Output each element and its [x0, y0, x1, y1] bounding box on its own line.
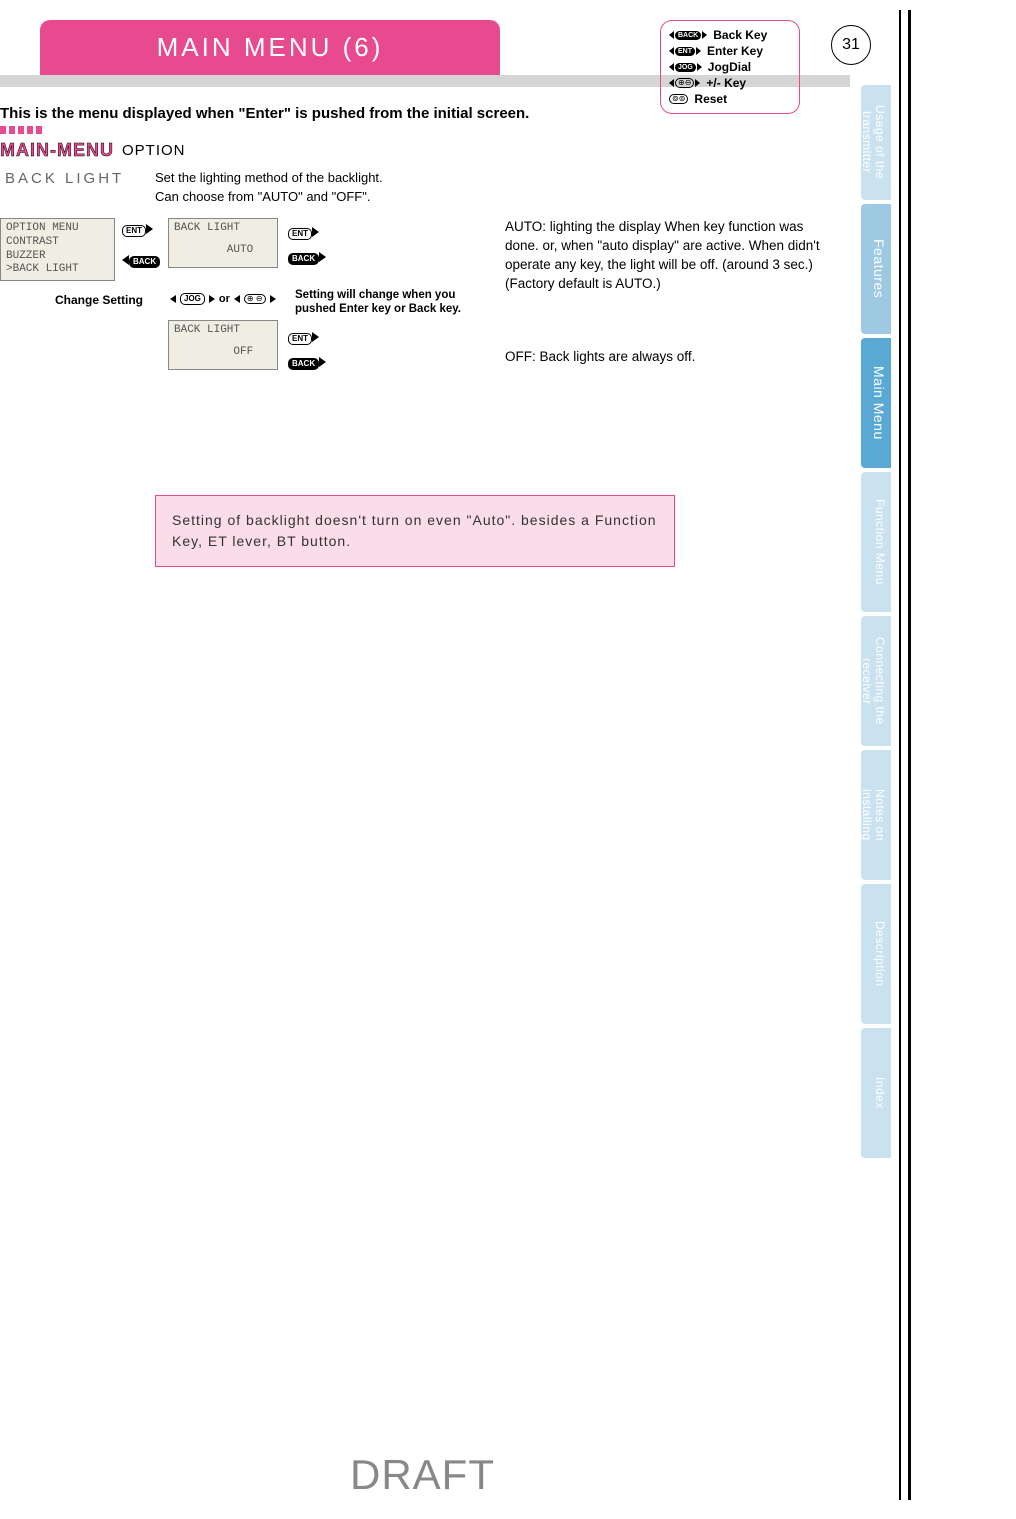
lcd-screen-off: BACK LIGHT OFF [168, 320, 278, 370]
change-setting-label: Change Setting [55, 293, 143, 307]
tab-notes[interactable]: Notes on installing [861, 750, 891, 880]
header-bar: MAIN MENU (6) [40, 20, 500, 75]
lcd-line: BUZZER [6, 250, 109, 264]
lcd-line: OPTION MENU [6, 222, 109, 236]
auto-p2: (Factory default is AUTO.) [505, 275, 825, 294]
enter-key-icon: ENT [669, 47, 701, 56]
lcd-line: OFF [174, 346, 272, 360]
legend-label: Reset [694, 92, 727, 106]
section-description: Set the lighting method of the backlight… [155, 170, 383, 208]
legend-row-back: BACK Back Key [669, 28, 791, 42]
lcd-line: BACK LIGHT [174, 222, 272, 236]
edge-line-thick [908, 10, 911, 1500]
tab-function-menu[interactable]: Function Menu [861, 472, 891, 612]
tab-description[interactable]: Description [861, 884, 891, 1024]
back-indicator: BACK [122, 251, 160, 268]
button-pair-3: ENT BACK [288, 328, 326, 370]
ent-indicator: ENT [122, 220, 160, 237]
lcd-screen-auto: BACK LIGHT AUTO [168, 218, 278, 268]
note-box: Setting of backlight doesn't turn on eve… [155, 495, 675, 567]
legend-label: Enter Key [707, 44, 763, 58]
draft-watermark: DRAFT [350, 1451, 495, 1499]
back-indicator: BACK [288, 248, 326, 265]
badge-stripes [0, 126, 45, 134]
desc-line-1: Set the lighting method of the backlight… [155, 170, 383, 185]
back-indicator: BACK [288, 353, 326, 370]
tab-main-menu[interactable]: Main Menu [861, 338, 891, 468]
tab-usage[interactable]: Usage of the transmitter [861, 85, 891, 200]
ent-indicator: ENT [288, 328, 326, 345]
lcd-line: CONTRAST [6, 236, 109, 250]
key-legend-box: BACK Back Key ENT Enter Key JOG JogDial … [660, 20, 800, 114]
button-pair-1: ENT BACK [122, 220, 160, 268]
lcd-line: >BACK LIGHT [6, 263, 109, 277]
intro-text: This is the menu displayed when "Enter" … [0, 105, 529, 122]
option-label: OPTION [122, 142, 186, 159]
setting-change-note: Setting will change when you pushed Ente… [295, 289, 490, 317]
plusminus-key-icon: ⊕⊖ [669, 78, 700, 88]
main-menu-badge: MAIN-MENU [0, 140, 114, 160]
desc-line-2: Can choose from "AUTO" and "OFF". [155, 189, 383, 204]
jog-pill: JOG [180, 293, 205, 305]
legend-label: JogDial [708, 60, 751, 74]
jog-or-plusminus: JOG or ⊕ ⊖ [170, 293, 276, 305]
legend-row-enter: ENT Enter Key [669, 44, 791, 58]
lcd-screen-option-menu: OPTION MENU CONTRAST BUZZER >BACK LIGHT [0, 218, 115, 281]
jogdial-icon: JOG [669, 63, 702, 72]
legend-label: +/- Key [706, 76, 746, 90]
reset-key-icon: ⊚⊚ [669, 94, 688, 104]
legend-label: Back Key [713, 28, 767, 42]
tab-features[interactable]: Features [861, 204, 891, 334]
lcd-line: BACK LIGHT [174, 324, 272, 338]
lcd-line: AUTO [174, 244, 272, 258]
or-text: or [219, 293, 230, 305]
tab-connecting[interactable]: Connecting the receiver [861, 616, 891, 746]
ent-indicator: ENT [288, 223, 326, 240]
off-description: OFF: Back lights are always off. [505, 349, 695, 364]
button-pair-2: ENT BACK [288, 223, 326, 265]
section-title: BACK LIGHT [5, 170, 124, 187]
edge-line-thin [899, 10, 901, 1500]
header-title: MAIN MENU (6) [157, 32, 384, 63]
plusminus-pill: ⊕ ⊖ [244, 294, 266, 304]
page-number: 31 [831, 25, 871, 65]
legend-row-reset: ⊚⊚ Reset [669, 92, 791, 106]
back-key-icon: BACK [669, 31, 707, 40]
main-menu-badge-row: MAIN-MENU OPTION [0, 140, 186, 161]
legend-row-plusminus: ⊕⊖ +/- Key [669, 76, 791, 90]
auto-p1: AUTO: lighting the display When key func… [505, 218, 825, 275]
legend-row-jog: JOG JogDial [669, 60, 791, 74]
auto-description: AUTO: lighting the display When key func… [505, 218, 825, 294]
tab-index[interactable]: Index [861, 1028, 891, 1158]
side-tabs: Usage of the transmitter Features Main M… [861, 85, 891, 1158]
